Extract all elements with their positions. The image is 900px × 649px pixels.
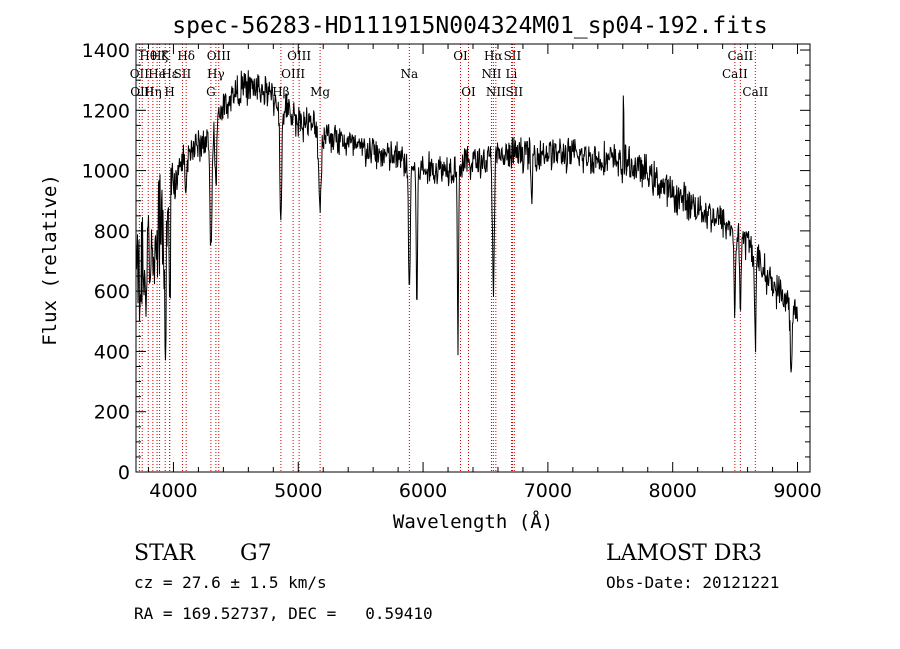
line-marker-label: Li [506, 67, 518, 81]
y-tick-label: 800 [94, 221, 130, 243]
y-tick-label: 1200 [82, 100, 130, 122]
line-marker-label: CaII [742, 85, 768, 99]
line-marker-label: Hγ [207, 67, 225, 81]
line-marker-label: Hδ [177, 49, 195, 63]
y-tick-label: 200 [94, 402, 130, 424]
object-subclass: G7 [240, 541, 272, 566]
line-marker-label: SII [504, 49, 522, 63]
line-marker-label: CaII [727, 49, 753, 63]
line-marker-label: SII [505, 85, 523, 99]
x-tick-label: 9000 [773, 480, 821, 502]
line-marker-label: OI [453, 49, 468, 63]
spectrum-line [135, 70, 798, 373]
line-marker-label: NII [481, 67, 501, 81]
y-tick-label: 600 [94, 281, 130, 303]
x-tick-label: 6000 [399, 480, 447, 502]
line-marker-label: K [161, 49, 171, 63]
line-marker-label: CaII [722, 67, 748, 81]
x-tick-label: 5000 [274, 480, 322, 502]
line-marker-label: Hη [144, 85, 162, 99]
line-marker-label: G [206, 85, 216, 99]
x-axis-label: Wavelength (Å) [393, 510, 553, 533]
line-marker-label: NII [486, 85, 506, 99]
axis-ticks: 4000 5000 6000 7000 8000 9000 0 200 400 600 800 100… [82, 40, 822, 502]
line-marker-label: Na [401, 67, 419, 81]
y-tick-label: 0 [118, 462, 130, 484]
line-marker-label: OIII [207, 49, 231, 63]
line-marker-label: OII [130, 67, 150, 81]
line-marker-label: OI [461, 85, 476, 99]
object-class: STAR [134, 541, 196, 566]
line-markers: OIIOIIIHθHηHeHζKHHεSIIHδGHγOIIIHβOIIIOII… [130, 44, 768, 472]
x-tick-label: 4000 [149, 480, 197, 502]
x-tick-label: 8000 [649, 480, 697, 502]
y-axis-label: Flux (relative) [39, 174, 61, 346]
y-tick-label: 1000 [82, 161, 130, 183]
redshift-text: cz = 27.6 ± 1.5 km/s [134, 573, 327, 592]
survey-name: LAMOST DR3 [606, 541, 762, 566]
line-marker-label: Hα [484, 49, 503, 63]
line-marker-label: Hε [161, 67, 178, 81]
line-marker-label: SII [174, 67, 192, 81]
coordinates: RA = 169.52737, DEC = 0.59410 [134, 604, 433, 623]
spectrum-trace [135, 70, 798, 373]
line-marker-label: He [148, 67, 166, 81]
x-tick-label: 7000 [524, 480, 572, 502]
chart-title: spec-56283-HD111915N004324M01_sp04-192.f… [172, 13, 767, 39]
y-tick-label: 400 [94, 341, 130, 363]
obs-date: Obs-Date: 20121221 [606, 573, 779, 592]
line-marker-label: OIII [281, 67, 305, 81]
line-marker-label: Hζ [151, 49, 168, 63]
line-marker-label: Mg [310, 85, 330, 99]
y-tick-label: 1400 [82, 40, 130, 62]
line-marker-label: OIII [287, 49, 311, 63]
plot-frame [135, 43, 811, 473]
